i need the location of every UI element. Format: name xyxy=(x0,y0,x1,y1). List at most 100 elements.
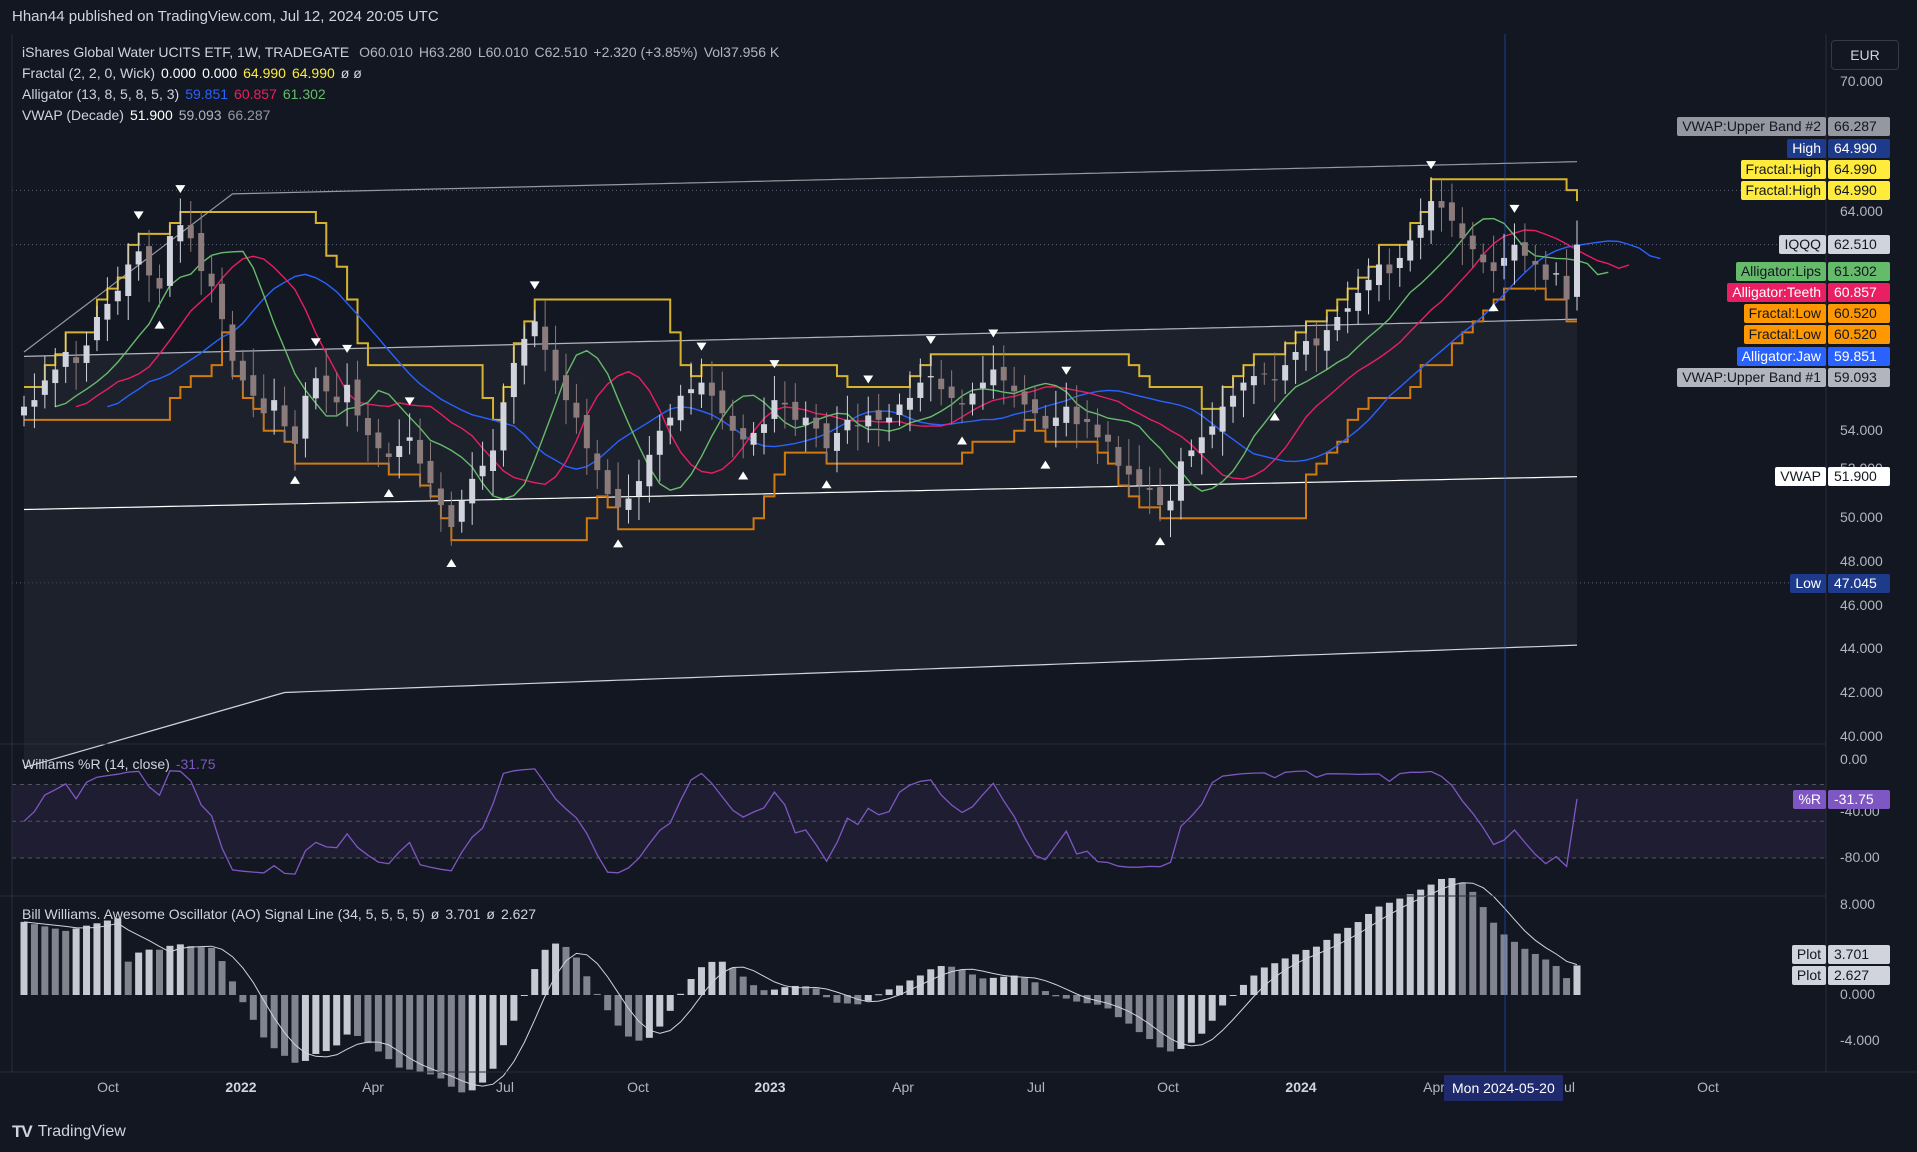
ao-bar xyxy=(1229,995,1237,996)
candle-body xyxy=(1313,338,1320,346)
ao-bar xyxy=(281,995,289,1056)
candle-body xyxy=(823,423,830,449)
fractal-down-marker xyxy=(154,320,165,329)
candle-body xyxy=(1407,240,1414,261)
candle-body xyxy=(552,349,559,381)
ao-bar xyxy=(1187,995,1195,1043)
tradingview-brand[interactable]: TV TradingView xyxy=(12,1122,126,1142)
ao-bar xyxy=(187,945,195,995)
candle-body xyxy=(93,317,100,341)
candle-body xyxy=(1261,373,1268,375)
ao-legend[interactable]: Bill Williams. Awesome Oscillator (AO) S… xyxy=(22,906,536,922)
ao-bar xyxy=(625,995,633,1037)
ao-bar xyxy=(301,995,309,1061)
williams-r-legend[interactable]: Williams %R (14, close) -31.75 xyxy=(22,756,216,772)
ao-bar xyxy=(1542,959,1550,995)
fractal-down-marker xyxy=(446,559,457,567)
alligator-legend[interactable]: Alligator (13, 8, 5, 8, 5, 3) 59.851 60.85… xyxy=(22,86,326,102)
candle-body xyxy=(333,396,340,403)
candle-body xyxy=(1157,487,1164,506)
candle-body xyxy=(844,419,851,431)
ao-bar xyxy=(1469,891,1477,995)
ao-bar xyxy=(968,974,976,995)
ao-bar xyxy=(1198,995,1206,1034)
ao-bar xyxy=(1510,941,1518,995)
candle-body xyxy=(990,369,997,386)
ao-bar xyxy=(666,995,674,1011)
wr-tick: -80.00 xyxy=(1840,849,1880,865)
candle-body xyxy=(1000,366,1007,381)
ao-bar xyxy=(1271,963,1279,995)
candle-body xyxy=(229,324,236,361)
ao-bar xyxy=(218,961,226,995)
candle-body xyxy=(208,273,215,287)
ao-bar xyxy=(228,981,236,995)
ao-bar xyxy=(1041,991,1049,995)
fractal-legend[interactable]: Fractal (2, 2, 0, Wick) 0.000 0.000 64.990 6… xyxy=(22,65,362,81)
vwap-legend[interactable]: VWAP (Decade) 51.900 59.093 66.287 xyxy=(22,107,271,123)
candle-body xyxy=(364,418,371,436)
price-tag-value: 64.990 xyxy=(1828,181,1890,200)
ao-bar xyxy=(1500,934,1508,995)
ao-bar xyxy=(1365,913,1373,995)
ao-bar xyxy=(1406,894,1414,995)
currency-button[interactable]: EUR xyxy=(1831,40,1899,70)
candles xyxy=(21,177,1580,546)
ao-tick: 8.000 xyxy=(1840,896,1876,912)
fractal-up-marker xyxy=(404,397,415,406)
ao-bar xyxy=(260,995,268,1038)
candle-body xyxy=(698,382,705,395)
ao-bar xyxy=(770,989,778,995)
candle-body xyxy=(1459,223,1466,239)
publisher-text: Hhan44 published on TradingView.com, Jul… xyxy=(12,8,439,25)
ao-bar xyxy=(124,961,132,995)
candle-body xyxy=(1386,264,1393,274)
candle-body xyxy=(1219,406,1226,432)
ao-bar xyxy=(20,921,28,995)
candle-body xyxy=(1501,257,1508,266)
ao-bar xyxy=(1104,995,1112,1009)
candle-body xyxy=(740,428,747,440)
price-tag-value: 59.093 xyxy=(1828,368,1890,387)
fractal-up-marker xyxy=(696,342,707,351)
ao-bar xyxy=(1167,995,1175,1052)
ao-bar xyxy=(72,928,80,995)
ao-bar xyxy=(468,995,476,1091)
ao-bar xyxy=(322,995,330,1052)
ao-bar xyxy=(1135,995,1143,1033)
vwap-line xyxy=(23,476,1578,511)
ao-bar xyxy=(729,967,737,995)
candle-body xyxy=(1344,308,1351,312)
candle-body xyxy=(865,415,872,427)
ao-bar xyxy=(1250,975,1258,995)
candle-body xyxy=(437,488,444,506)
fractal-up-marker xyxy=(133,211,144,220)
ao-bar xyxy=(906,980,914,995)
candle-body xyxy=(1230,395,1237,407)
candle-body xyxy=(1375,264,1382,286)
candle-body xyxy=(281,405,288,427)
ao-bar xyxy=(1062,995,1070,999)
chart-canvas[interactable] xyxy=(0,34,1917,1119)
candle-body xyxy=(219,283,226,320)
candle-body xyxy=(375,432,382,449)
ao-bar xyxy=(1448,878,1456,995)
candle-body xyxy=(177,225,184,242)
ao-bar xyxy=(843,995,851,1004)
ao-bar xyxy=(562,946,570,995)
candle-body xyxy=(125,264,132,296)
ao-bar xyxy=(937,966,945,995)
candle-body xyxy=(1417,225,1424,238)
ao-bar xyxy=(114,918,122,995)
ao-bar xyxy=(395,995,403,1068)
ao-bar xyxy=(62,930,70,995)
ao-bar xyxy=(802,986,810,995)
candle-body xyxy=(1136,469,1143,486)
candle-body xyxy=(312,378,319,399)
candle-body xyxy=(21,406,27,416)
wr-tag-label: %R xyxy=(1793,790,1826,809)
candle-body xyxy=(979,382,986,389)
ao-bar xyxy=(135,952,143,995)
symbol-title[interactable]: iShares Global Water UCITS ETF, 1W, TRAD… xyxy=(22,44,350,60)
ao-bar xyxy=(791,985,799,995)
